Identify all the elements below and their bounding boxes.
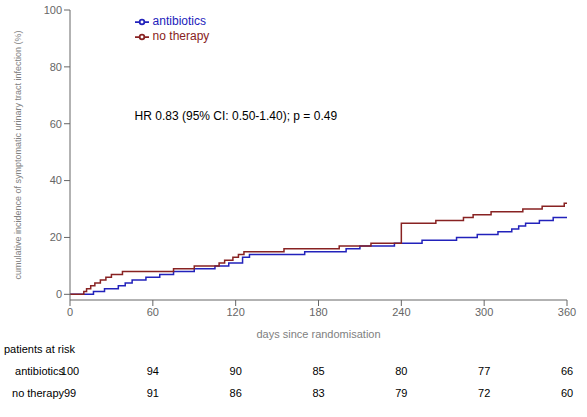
svg-text:300: 300 — [475, 306, 493, 318]
svg-text:0: 0 — [56, 288, 62, 300]
html-text:79: 79 — [395, 387, 408, 399]
svg-text:0: 0 — [67, 306, 73, 318]
html-text:94: 94 — [146, 365, 159, 377]
html-text:86: 86 — [229, 387, 242, 399]
svg-text:60: 60 — [50, 118, 62, 130]
svg-text:100: 100 — [44, 4, 62, 16]
html-text:90: 90 — [229, 365, 242, 377]
svg-text:40: 40 — [50, 174, 62, 186]
html-text:85: 85 — [312, 365, 325, 377]
html-text:antibiotics: antibiotics — [15, 365, 64, 377]
html-text:no therapy: no therapy — [152, 28, 210, 43]
svg-text:cumulative incidence of sympto: cumulative incidence of symptomatic urin… — [13, 30, 23, 279]
html-text:patients at risk: patients at risk — [4, 343, 75, 355]
svg-text:20: 20 — [50, 231, 62, 243]
html-text:HR 0.83 (95% CI: 0.50-1.40); p: HR 0.83 (95% CI: 0.50-1.40); p = 0.49 — [134, 108, 338, 123]
html-text:no therapy 99: no therapy 99 — [12, 387, 77, 399]
svg-text:180: 180 — [309, 306, 327, 318]
html-text:antibiotics: antibiotics — [152, 14, 206, 28]
html-text:83: 83 — [312, 387, 325, 399]
svg-text:360: 360 — [558, 306, 576, 318]
html-text:60: 60 — [560, 387, 574, 399]
svg-text:120: 120 — [226, 306, 244, 318]
svg-text:60: 60 — [147, 306, 159, 318]
html-text:77: 77 — [478, 365, 491, 377]
html-text:91: 91 — [146, 387, 159, 399]
html-text:72: 72 — [478, 387, 491, 399]
svg-text:days since randomisation: days since randomisation — [256, 328, 380, 340]
html-text:80: 80 — [395, 365, 408, 377]
svg-text:240: 240 — [392, 306, 410, 318]
svg-text:80: 80 — [50, 61, 62, 73]
html-text:100: 100 — [60, 365, 80, 377]
html-text:66: 66 — [560, 365, 574, 377]
